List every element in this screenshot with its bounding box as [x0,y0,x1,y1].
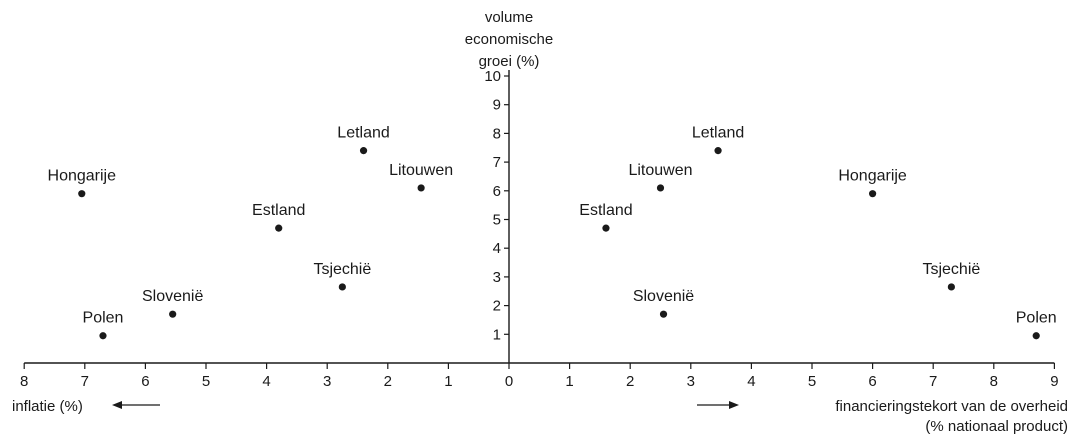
right-point-label: Tsjechië [922,261,980,278]
y-tick-label: 4 [493,240,501,257]
left-x-tick-label: 6 [141,373,149,390]
y-tick-label: 3 [493,269,501,286]
y-tick-label: 7 [493,154,501,171]
right-x-tick-label: 2 [626,373,634,390]
deficit-axis-title-line: (% nationaal product) [925,418,1068,434]
right-point-label: Estland [579,202,632,219]
right-point-estland [602,224,610,232]
y-tick-label: 9 [493,97,501,114]
right-arrow-icon [729,401,739,409]
right-x-title-group: financieringstekort van de overheid (% n… [697,398,1068,434]
left-point-slovenië [169,310,177,318]
x-axis-group: 8 7 6 5 4 3 2 1 0 1 2 3 4 5 6 7 8 9 [20,362,1059,390]
right-panel-points: Letland Litouwen Hongarije Estland Tsjechië S… [579,125,1057,340]
y-axis-title-line: economische [465,31,553,48]
deficit-axis-title-line: financieringstekort van de overheid [835,398,1068,415]
left-x-title-group: inflatie (%) [12,398,160,415]
right-x-tick-label: 0 [505,373,513,390]
right-point-label: Polen [1016,310,1057,327]
right-point-letland [714,147,722,155]
left-point-letland [359,147,368,155]
right-x-tick-label: 3 [687,373,695,390]
right-point-tsjechië [947,283,955,291]
y-tick-label: 8 [493,125,501,142]
right-point-litouwen [656,184,665,192]
left-point-litouwen [417,184,425,192]
left-point-estland [275,224,283,232]
inflation-axis-title: inflatie (%) [12,398,83,415]
left-point-polen [99,332,107,340]
left-point-hongarije [78,190,86,198]
right-x-tick-label: 6 [868,373,876,390]
left-panel-points: Hongarije Letland Litouwen Estland Tsjechië S… [48,125,453,340]
x-axis-ticks: 8 7 6 5 4 3 2 1 0 1 2 3 4 5 6 7 8 9 [20,363,1059,390]
right-x-tick-label: 5 [808,373,816,390]
left-point-label: Letland [337,125,390,142]
left-point-label: Tsjechië [313,261,371,278]
y-axis-title-line: groei (%) [479,53,540,70]
right-x-tick-label: 1 [565,373,573,390]
right-x-tick-label: 7 [929,373,937,390]
right-point-label: Litouwen [628,162,692,179]
y-axis-group: volume economische groei (%) 1 2 3 4 5 6 7 8 9 10 [465,9,553,363]
right-x-tick-label: 9 [1050,373,1058,390]
left-point-label: Polen [83,310,124,327]
left-point-label: Hongarije [48,168,117,185]
left-x-tick-label: 2 [384,373,392,390]
right-point-label: Letland [692,125,745,142]
y-tick-label: 5 [493,212,501,229]
y-tick-label: 6 [493,183,501,200]
right-point-polen [1032,332,1040,340]
left-x-tick-label: 8 [20,373,28,390]
right-point-label: Hongarije [838,168,907,185]
y-tick-label: 1 [493,326,501,343]
right-point-slovenië [659,310,668,318]
left-x-tick-label: 7 [81,373,89,390]
left-x-tick-label: 5 [202,373,210,390]
right-point-hongarije [869,190,877,198]
y-tick-label: 10 [484,68,501,85]
right-x-tick-label: 4 [747,373,755,390]
y-axis-title-line: volume [485,9,533,26]
left-point-tsjechië [338,283,346,291]
left-x-tick-label: 3 [323,373,331,390]
left-arrow-icon [112,401,122,409]
left-point-label: Estland [252,202,305,219]
y-axis-ticks: 1 2 3 4 5 6 7 8 9 10 [484,68,509,343]
left-point-label: Slovenië [142,288,203,305]
y-tick-label: 2 [493,298,501,315]
right-x-tick-label: 8 [990,373,998,390]
left-point-label: Litouwen [389,162,453,179]
left-x-tick-label: 4 [262,373,270,390]
right-point-label: Slovenië [633,288,694,305]
left-x-tick-label: 1 [444,373,452,390]
